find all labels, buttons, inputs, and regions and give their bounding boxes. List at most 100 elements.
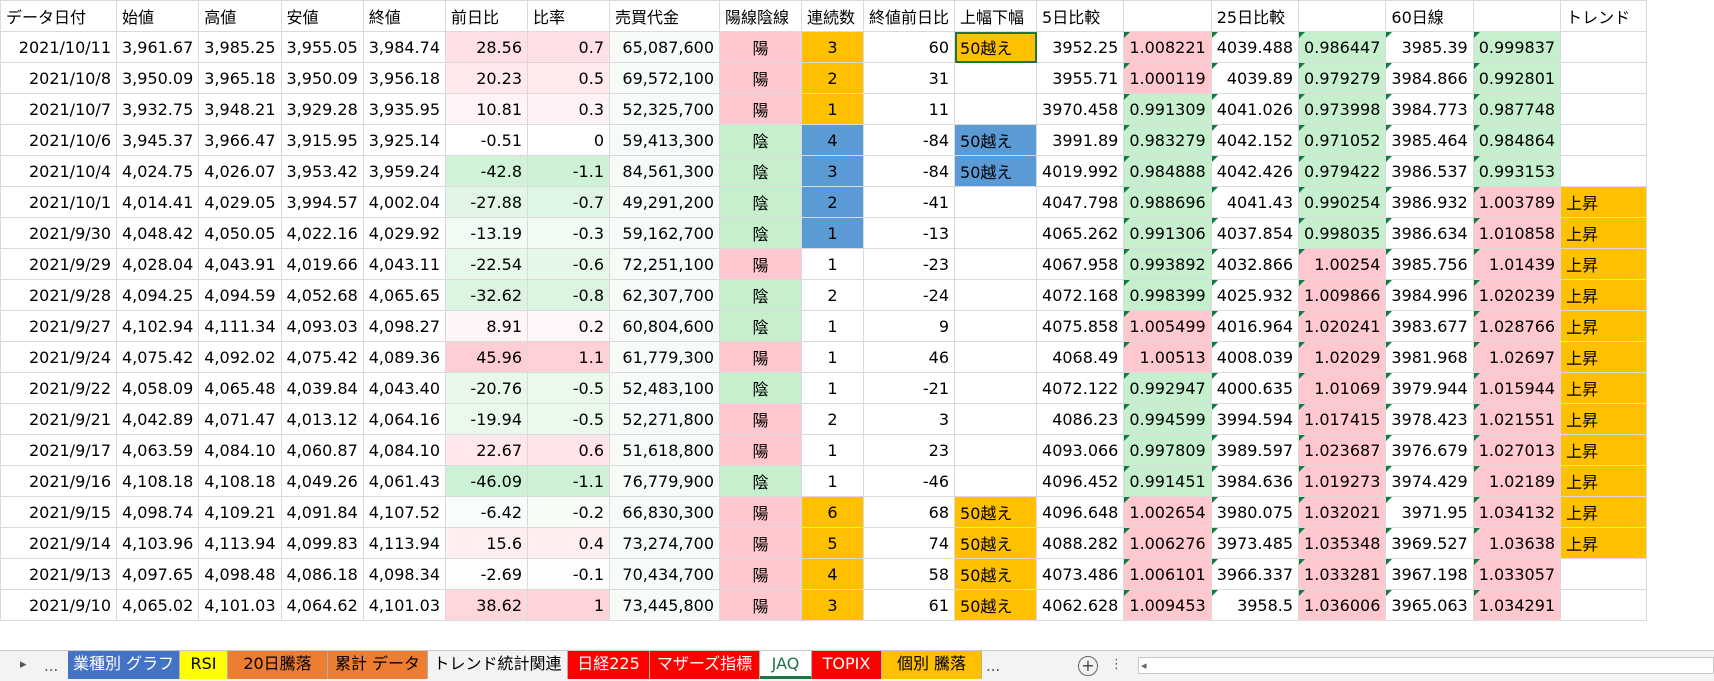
cell-diff[interactable]: -20.76 [445, 372, 528, 404]
cell-r60[interactable]: 1.003789 [1472, 186, 1562, 218]
cell-open[interactable]: 4,065.02 [115, 589, 200, 621]
cell-ratio[interactable]: -0.7 [527, 186, 610, 218]
cell-r5[interactable]: 0.984888 [1123, 155, 1212, 187]
cell-yy[interactable]: 陽 [719, 558, 802, 590]
cell-yy[interactable]: 陰 [719, 310, 802, 342]
cell-high[interactable]: 4,108.18 [198, 465, 282, 497]
cell-r5[interactable]: 0.997809 [1123, 434, 1212, 466]
cell-cdiff[interactable]: 61 [862, 589, 956, 621]
cell-cdiff[interactable]: 74 [862, 527, 956, 559]
cell-d25[interactable]: 4039.89 [1210, 62, 1300, 94]
cell-trend[interactable]: 上昇 [1560, 372, 1648, 404]
cell-d25[interactable]: 3958.5 [1210, 589, 1300, 621]
cell-close[interactable]: 3,935.95 [362, 93, 447, 125]
column-header[interactable]: 終値前日比 [862, 0, 956, 32]
cell-ratio[interactable]: 0.7 [527, 31, 610, 63]
cell-trend[interactable] [1560, 155, 1648, 187]
cell-yy[interactable]: 陰 [719, 465, 802, 497]
cell-d5[interactable]: 4088.282 [1036, 527, 1125, 559]
cell-diff[interactable]: -6.42 [445, 496, 528, 528]
cell-date[interactable]: 2021/10/8 [0, 62, 117, 94]
cell-diff[interactable]: -13.19 [445, 217, 528, 249]
sheet-tab[interactable]: RSI [180, 651, 228, 679]
cell-yy[interactable]: 陽 [719, 93, 802, 125]
scroll-left-icon[interactable]: ◂ [1141, 659, 1147, 672]
cell-close[interactable]: 4,098.27 [362, 310, 447, 342]
cell-ratio[interactable]: -0.1 [527, 558, 610, 590]
cell-range[interactable]: 50越え [954, 124, 1038, 156]
cell-cdiff[interactable]: 9 [862, 310, 956, 342]
cell-low[interactable]: 4,099.83 [280, 527, 364, 559]
cell-r25[interactable]: 0.998035 [1298, 217, 1387, 249]
cell-d60[interactable]: 3986.634 [1385, 217, 1474, 249]
cell-close[interactable]: 3,925.14 [362, 124, 447, 156]
horizontal-scrollbar[interactable]: ◂ [1138, 657, 1714, 674]
cell-d25[interactable]: 4042.152 [1210, 124, 1300, 156]
cell-close[interactable]: 4,043.11 [362, 248, 447, 280]
cell-high[interactable]: 4,101.03 [198, 589, 282, 621]
cell-r5[interactable]: 0.991451 [1123, 465, 1212, 497]
cell-high[interactable]: 4,098.48 [198, 558, 282, 590]
cell-r25[interactable]: 0.971052 [1298, 124, 1387, 156]
cell-diff[interactable]: -42.8 [445, 155, 528, 187]
cell-range[interactable]: 50越え [954, 558, 1038, 590]
cell-low[interactable]: 4,013.12 [280, 403, 364, 435]
cell-close[interactable]: 3,956.18 [362, 62, 447, 94]
cell-open[interactable]: 4,094.25 [115, 279, 200, 311]
column-header[interactable]: 連続数 [801, 0, 864, 32]
sheet-tab[interactable]: 個別 騰落 [882, 651, 982, 679]
cell-value[interactable]: 52,483,100 [609, 372, 720, 404]
cell-r5[interactable]: 0.994599 [1123, 403, 1212, 435]
cell-r60[interactable]: 1.034291 [1472, 589, 1562, 621]
cell-yy[interactable]: 陰 [719, 279, 802, 311]
cell-value[interactable]: 73,445,800 [609, 589, 720, 621]
column-header[interactable]: 前日比 [445, 0, 528, 32]
cell-ratio[interactable]: 0.4 [527, 527, 610, 559]
cell-r5[interactable]: 1.00513 [1123, 341, 1212, 373]
cell-close[interactable]: 4,064.16 [362, 403, 447, 435]
cell-trend[interactable] [1560, 558, 1648, 590]
cell-close[interactable]: 4,061.43 [362, 465, 447, 497]
cell-d5[interactable]: 4047.798 [1036, 186, 1125, 218]
cell-cdiff[interactable]: 60 [862, 31, 956, 63]
cell-close[interactable]: 3,984.74 [362, 31, 447, 63]
cell-r60[interactable]: 1.01439 [1472, 248, 1562, 280]
cell-diff[interactable]: -27.88 [445, 186, 528, 218]
cell-date[interactable]: 2021/9/28 [0, 279, 117, 311]
cell-diff[interactable]: 20.23 [445, 62, 528, 94]
cell-trend[interactable]: 上昇 [1560, 527, 1648, 559]
cell-diff[interactable]: 8.91 [445, 310, 528, 342]
cell-d25[interactable]: 3973.485 [1210, 527, 1300, 559]
cell-d5[interactable]: 3991.89 [1036, 124, 1125, 156]
cell-d60[interactable]: 3983.677 [1385, 310, 1474, 342]
cell-range[interactable] [954, 248, 1038, 280]
cell-r60[interactable]: 0.993153 [1472, 155, 1562, 187]
cell-close[interactable]: 4,065.65 [362, 279, 447, 311]
cell-r25[interactable]: 1.009866 [1298, 279, 1387, 311]
more-options-icon[interactable]: ⋮ [1110, 657, 1123, 672]
column-header[interactable]: トレンド [1560, 0, 1648, 32]
cell-high[interactable]: 4,043.91 [198, 248, 282, 280]
cell-range[interactable]: 50越え [954, 527, 1038, 559]
cell-open[interactable]: 4,024.75 [115, 155, 200, 187]
cell-streak[interactable]: 1 [801, 93, 864, 125]
cell-r60[interactable]: 1.02697 [1472, 341, 1562, 373]
cell-range[interactable] [954, 465, 1038, 497]
cell-r60[interactable]: 1.033057 [1472, 558, 1562, 590]
cell-value[interactable]: 72,251,100 [609, 248, 720, 280]
cell-low[interactable]: 4,093.03 [280, 310, 364, 342]
cell-ratio[interactable]: -0.2 [527, 496, 610, 528]
cell-streak[interactable]: 2 [801, 403, 864, 435]
cell-d5[interactable]: 4072.122 [1036, 372, 1125, 404]
cell-streak[interactable]: 3 [801, 155, 864, 187]
cell-high[interactable]: 4,109.21 [198, 496, 282, 528]
cell-date[interactable]: 2021/9/13 [0, 558, 117, 590]
cell-d60[interactable]: 3985.39 [1385, 31, 1474, 63]
cell-trend[interactable]: 上昇 [1560, 341, 1648, 373]
cell-range[interactable]: 50越え [954, 589, 1038, 621]
cell-d25[interactable]: 3984.636 [1210, 465, 1300, 497]
cell-d25[interactable]: 3966.337 [1210, 558, 1300, 590]
cell-high[interactable]: 4,065.48 [198, 372, 282, 404]
cell-trend[interactable]: 上昇 [1560, 186, 1648, 218]
cell-d25[interactable]: 4039.488 [1210, 31, 1300, 63]
